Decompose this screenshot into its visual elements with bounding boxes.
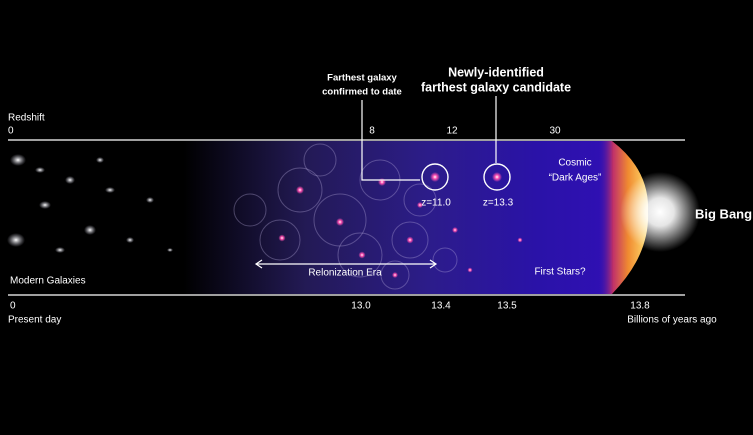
big-bang-label: Big Bang: [695, 206, 752, 221]
connector: [361, 100, 420, 181]
tick-label: 12: [446, 126, 458, 137]
tick-label: 30: [549, 126, 561, 137]
arrow-head: [429, 259, 438, 269]
axis-title: Redshift: [8, 113, 45, 124]
axis-label: Present day: [8, 315, 61, 326]
tick-label: 0: [10, 301, 16, 312]
annotation: farthest galaxy candidate: [421, 80, 571, 94]
modern-galaxy-images: [7, 154, 173, 253]
galaxy: [430, 172, 440, 182]
galaxy-circle: [421, 163, 449, 191]
tick-label: 13.8: [630, 301, 650, 312]
galaxy-label: z=13.3: [483, 198, 514, 209]
region-label: “Dark Ages”: [549, 173, 602, 184]
galaxy: [492, 172, 502, 182]
axis-label: Billions of years ago: [627, 315, 717, 326]
region-label: Modern Galaxies: [10, 276, 86, 287]
arrow-head: [254, 259, 263, 269]
timeline-band: [0, 141, 612, 294]
bubbles: [233, 143, 458, 290]
galaxy-circle: [483, 163, 511, 191]
tick-label: 13.5: [497, 301, 517, 312]
region-label: Relonization Era: [308, 268, 382, 279]
galaxy-label: z=11.0: [421, 198, 451, 209]
annotation: confirmed to date: [322, 87, 402, 98]
tick-label: 8: [369, 126, 375, 137]
tick-label: 0: [8, 126, 14, 137]
tick-label: 13.4: [431, 301, 451, 312]
tick-label: 13.0: [351, 301, 371, 312]
region-label: First Stars?: [534, 267, 586, 278]
big-bang-glow: [620, 172, 700, 252]
region-label: Cosmic: [558, 158, 591, 169]
annotation: Newly-identified: [448, 65, 544, 79]
annotation: Farthest galaxy: [327, 73, 397, 84]
early-galaxies: [278, 178, 523, 278]
